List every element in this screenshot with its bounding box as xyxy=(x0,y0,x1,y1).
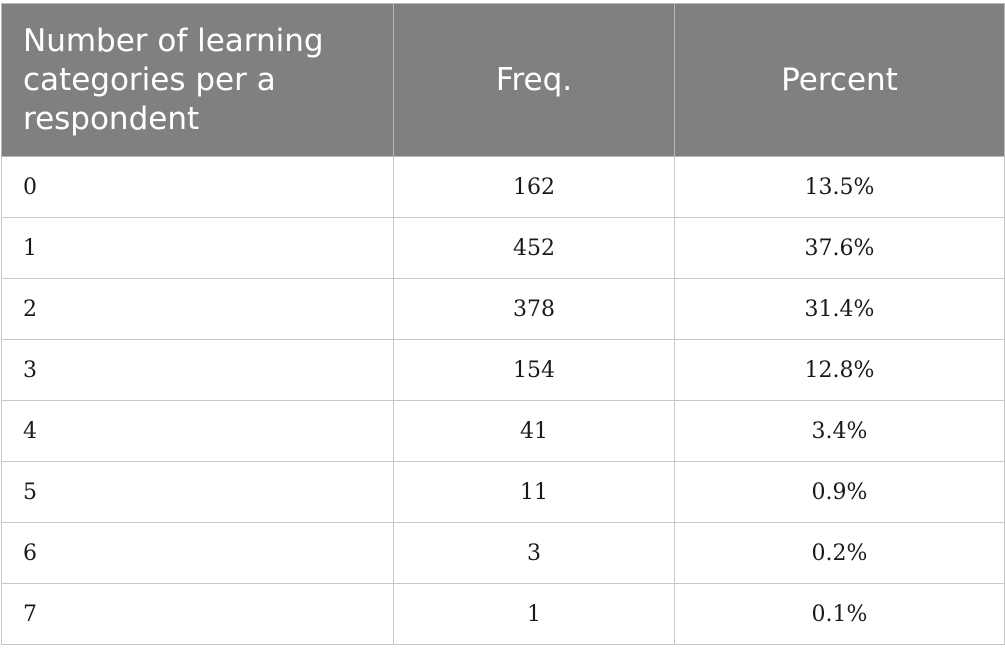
table-row: 1 452 37.6% xyxy=(1,217,1005,279)
header-row: Number of learning categories per a resp… xyxy=(1,3,1005,157)
cell-percent: 3.4% xyxy=(674,400,1005,462)
frequency-table-container: Number of learning categories per a resp… xyxy=(1,3,1005,645)
header-freq: Freq. xyxy=(393,3,675,157)
cell-category: 3 xyxy=(1,339,394,401)
cell-percent: 31.4% xyxy=(674,278,1005,340)
cell-freq: 1 xyxy=(393,583,675,645)
cell-category: 4 xyxy=(1,400,394,462)
frequency-table: Number of learning categories per a resp… xyxy=(1,3,1005,645)
table-row: 4 41 3.4% xyxy=(1,400,1005,462)
cell-freq: 41 xyxy=(393,400,675,462)
cell-freq: 378 xyxy=(393,278,675,340)
cell-category: 1 xyxy=(1,217,394,279)
cell-freq: 3 xyxy=(393,522,675,584)
cell-percent: 12.8% xyxy=(674,339,1005,401)
cell-freq: 11 xyxy=(393,461,675,523)
cell-category: 2 xyxy=(1,278,394,340)
cell-percent: 0.2% xyxy=(674,522,1005,584)
table-row: 2 378 31.4% xyxy=(1,278,1005,340)
table-header: Number of learning categories per a resp… xyxy=(1,3,1005,157)
cell-category: 7 xyxy=(1,583,394,645)
table-row: 6 3 0.2% xyxy=(1,522,1005,584)
cell-percent: 37.6% xyxy=(674,217,1005,279)
table-row: 7 1 0.1% xyxy=(1,583,1005,645)
table-row: 5 11 0.9% xyxy=(1,461,1005,523)
cell-freq: 154 xyxy=(393,339,675,401)
cell-percent: 13.5% xyxy=(674,156,1005,218)
cell-category: 6 xyxy=(1,522,394,584)
cell-freq: 162 xyxy=(393,156,675,218)
cell-percent: 0.1% xyxy=(674,583,1005,645)
cell-category: 5 xyxy=(1,461,394,523)
header-category: Number of learning categories per a resp… xyxy=(1,3,394,157)
header-percent: Percent xyxy=(674,3,1005,157)
cell-freq: 452 xyxy=(393,217,675,279)
table-row: 3 154 12.8% xyxy=(1,339,1005,401)
table-body: 0 162 13.5% 1 452 37.6% 2 378 31.4% 3 15… xyxy=(1,156,1005,645)
cell-category: 0 xyxy=(1,156,394,218)
table-row: 0 162 13.5% xyxy=(1,156,1005,218)
cell-percent: 0.9% xyxy=(674,461,1005,523)
